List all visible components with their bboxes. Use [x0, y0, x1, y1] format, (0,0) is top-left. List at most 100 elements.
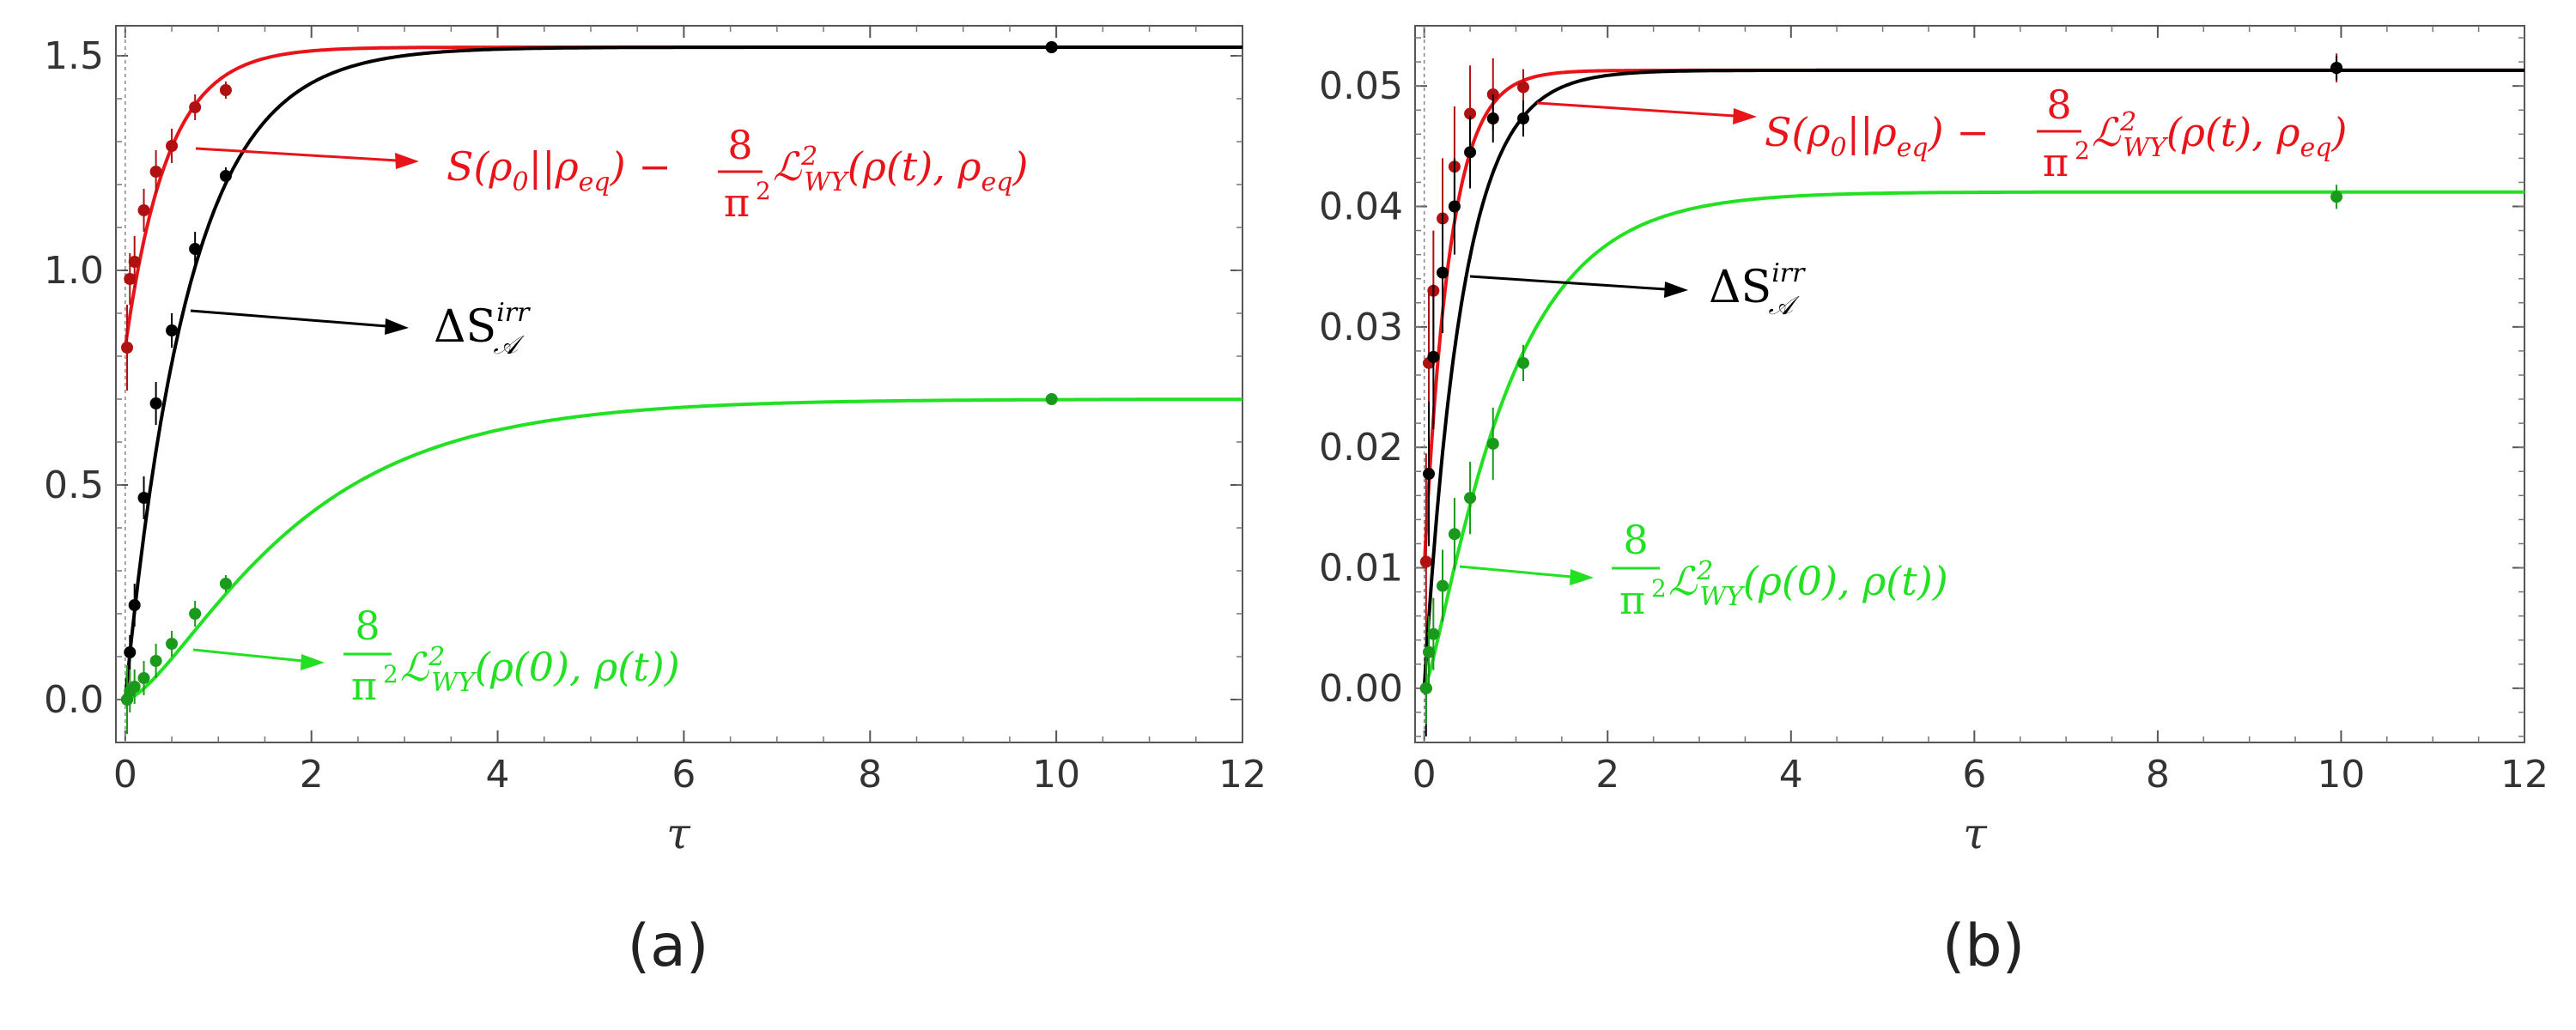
panel-b-ticks: 0 2 4 6 8 10 12 0.00 0.01 0.02 0.03 0.04 0.05: [1319, 26, 2549, 797]
black-sub-a: 𝒜: [493, 330, 525, 360]
red-rho-eq: ||ρ: [529, 143, 579, 190]
b-red-frac-den: π: [2043, 139, 2069, 185]
panel-b-y-tick-label: 0.03: [1319, 306, 1403, 349]
b-red-sub-eq-2: eq: [2300, 133, 2332, 163]
green-a-L: ℒ: [400, 644, 429, 690]
panel-b-y-tick-label: 0.01: [1319, 547, 1403, 591]
red-sub-eq-2: eq: [981, 167, 1013, 197]
red-frac-sup: 2: [756, 177, 771, 205]
panel-a-x-tick-label: 8: [858, 753, 882, 797]
panel-b-y-tick-label: 0.00: [1319, 667, 1403, 711]
b-red-minus: ) −: [1928, 109, 1990, 155]
panel-b-green-curve: [1422, 190, 2524, 689]
green-a-frac-den: π: [351, 663, 377, 709]
red-close: ): [1012, 143, 1029, 190]
panel-b-label: (b): [1942, 912, 2025, 980]
panel-a-red-data-point: [166, 140, 179, 152]
panel-b-green-data-point: [1437, 579, 1449, 592]
svg-text:S(ρ0||ρeq) −: S(ρ0||ρeq) −: [447, 143, 671, 197]
panel-b-black-data-point: [2330, 62, 2343, 75]
panel-b-y-tick-label: 0.04: [1319, 185, 1403, 229]
b-black-sub-a: 𝒜: [1768, 291, 1800, 321]
panel-a-black-data-point: [219, 170, 232, 182]
panel-a-ticks: 0 2 4 6 8 10 12 0.0 0.5 1.0 1.5: [44, 26, 1267, 797]
panel-a-red-data-point: [128, 256, 141, 268]
red-sub-wy: WY: [804, 167, 850, 197]
b-red-sub-wy: WY: [2123, 133, 2169, 163]
panel-a-x-tick-label: 6: [671, 753, 696, 797]
panel-b-frame: [1414, 25, 2525, 743]
panel-a-black-data-point: [166, 324, 179, 336]
svg-text:S(ρ0||ρeq) −: S(ρ0||ρeq) −: [1765, 109, 1990, 163]
panel-b-red-data-point: [1464, 107, 1477, 120]
panel-b-green-data-point: [1486, 437, 1499, 450]
panel-a-black-data-point: [149, 397, 162, 409]
panel-a-green-data-point: [1045, 393, 1058, 405]
panel-a-x-tick-label: 12: [1218, 753, 1267, 797]
panel-a-red-data-point: [137, 204, 150, 216]
panel-a-black-data-point: [124, 646, 137, 658]
panel-b-green-data-point: [1464, 492, 1477, 505]
panel-a-black-data-point: [1045, 41, 1058, 53]
b-red-sub-eq: eq: [1897, 133, 1929, 163]
panel-a-green-data-point: [137, 672, 150, 684]
panel-b-green-data-point: [1427, 627, 1440, 640]
panel-b-x-tick-label: 8: [2146, 753, 2170, 797]
panel-a-red-annotation: S(ρ0||ρeq) − 8 π 2 ℒ2 WY(ρ(t), ρeq): [447, 122, 1028, 226]
panel-a-y-tick-label: 0.0: [44, 678, 104, 722]
panel-a-black-curve: [123, 45, 1242, 700]
b-red-s-open: S(ρ: [1765, 109, 1831, 155]
panel-b-black-data-point: [1423, 468, 1436, 481]
panel-b-black-data-point: [1448, 200, 1461, 213]
green-b-args: (ρ(0), ρ(t)): [1743, 558, 1948, 604]
b-red-L: ℒ: [2092, 109, 2121, 155]
panel-b-green-data-point: [1419, 682, 1432, 694]
panel-a-red-curve: [123, 45, 1242, 348]
panel-b-green-data-point: [1423, 645, 1436, 658]
b-black-sup-irr: irr: [1771, 258, 1806, 288]
red-L: ℒ: [773, 143, 802, 190]
panel-a-green-curve: [125, 397, 1242, 701]
panel-b-x-tick-label: 12: [2500, 753, 2549, 797]
red-frac-num: 8: [727, 122, 752, 168]
panel-b-green-data-point: [2330, 191, 2343, 203]
panel-b-x-tick-label: 0: [1413, 753, 1437, 797]
red-frac-den: π: [724, 179, 750, 226]
panel-b-red-annotation: S(ρ0||ρeq) − 8 π 2 ℒ2 WY(ρ(t), ρeq): [1765, 82, 2347, 185]
panel-a-green-data-point: [219, 578, 232, 590]
panel-b-x-axis-label: τ: [1963, 809, 1988, 858]
green-a-sub-wy: WY: [431, 668, 477, 698]
panel-b-black-data-point: [1516, 112, 1529, 125]
panel-b-x-tick-label: 10: [2317, 753, 2365, 797]
red-rho-t: (ρ(t), ρ: [848, 143, 981, 190]
panel-b-red-arrow: [1536, 101, 1757, 124]
green-a-args: (ρ(0), ρ(t)): [475, 644, 680, 690]
red-sub-0: 0: [513, 167, 529, 197]
panel-a-y-tick-label: 0.5: [44, 464, 104, 507]
panel-b-green-data-point: [1448, 528, 1461, 541]
b-red-frac-num: 8: [2046, 82, 2071, 128]
panel-a-red-data-point: [219, 84, 232, 96]
panel-b-black-arrow: [1469, 275, 1688, 298]
panel-a-red-data-point: [149, 166, 162, 178]
red-s-open: S(ρ: [447, 143, 513, 190]
panel-a-x-tick-label: 10: [1032, 753, 1080, 797]
panel-b-black-data-point: [1437, 266, 1449, 279]
panel-b-y-tick-label: 0.05: [1319, 64, 1403, 108]
panel-b-green-data-point: [1516, 356, 1529, 369]
panel-b-black-data-point: [1464, 146, 1477, 159]
b-red-close: ): [2331, 109, 2348, 155]
red-sub-eq: eq: [579, 167, 611, 197]
panel-a-green-arrow: [192, 648, 325, 670]
panel-a-x-axis-label: τ: [666, 809, 691, 858]
panel-b-black-annotation: ΔSirr 𝒜: [1709, 258, 1806, 321]
panel-a-green-data-point: [149, 655, 162, 667]
panel-a-x-tick-label: 2: [300, 753, 324, 797]
green-a-sup-2: 2: [428, 642, 445, 672]
panel-a-y-tick-label: 1.0: [44, 249, 104, 293]
